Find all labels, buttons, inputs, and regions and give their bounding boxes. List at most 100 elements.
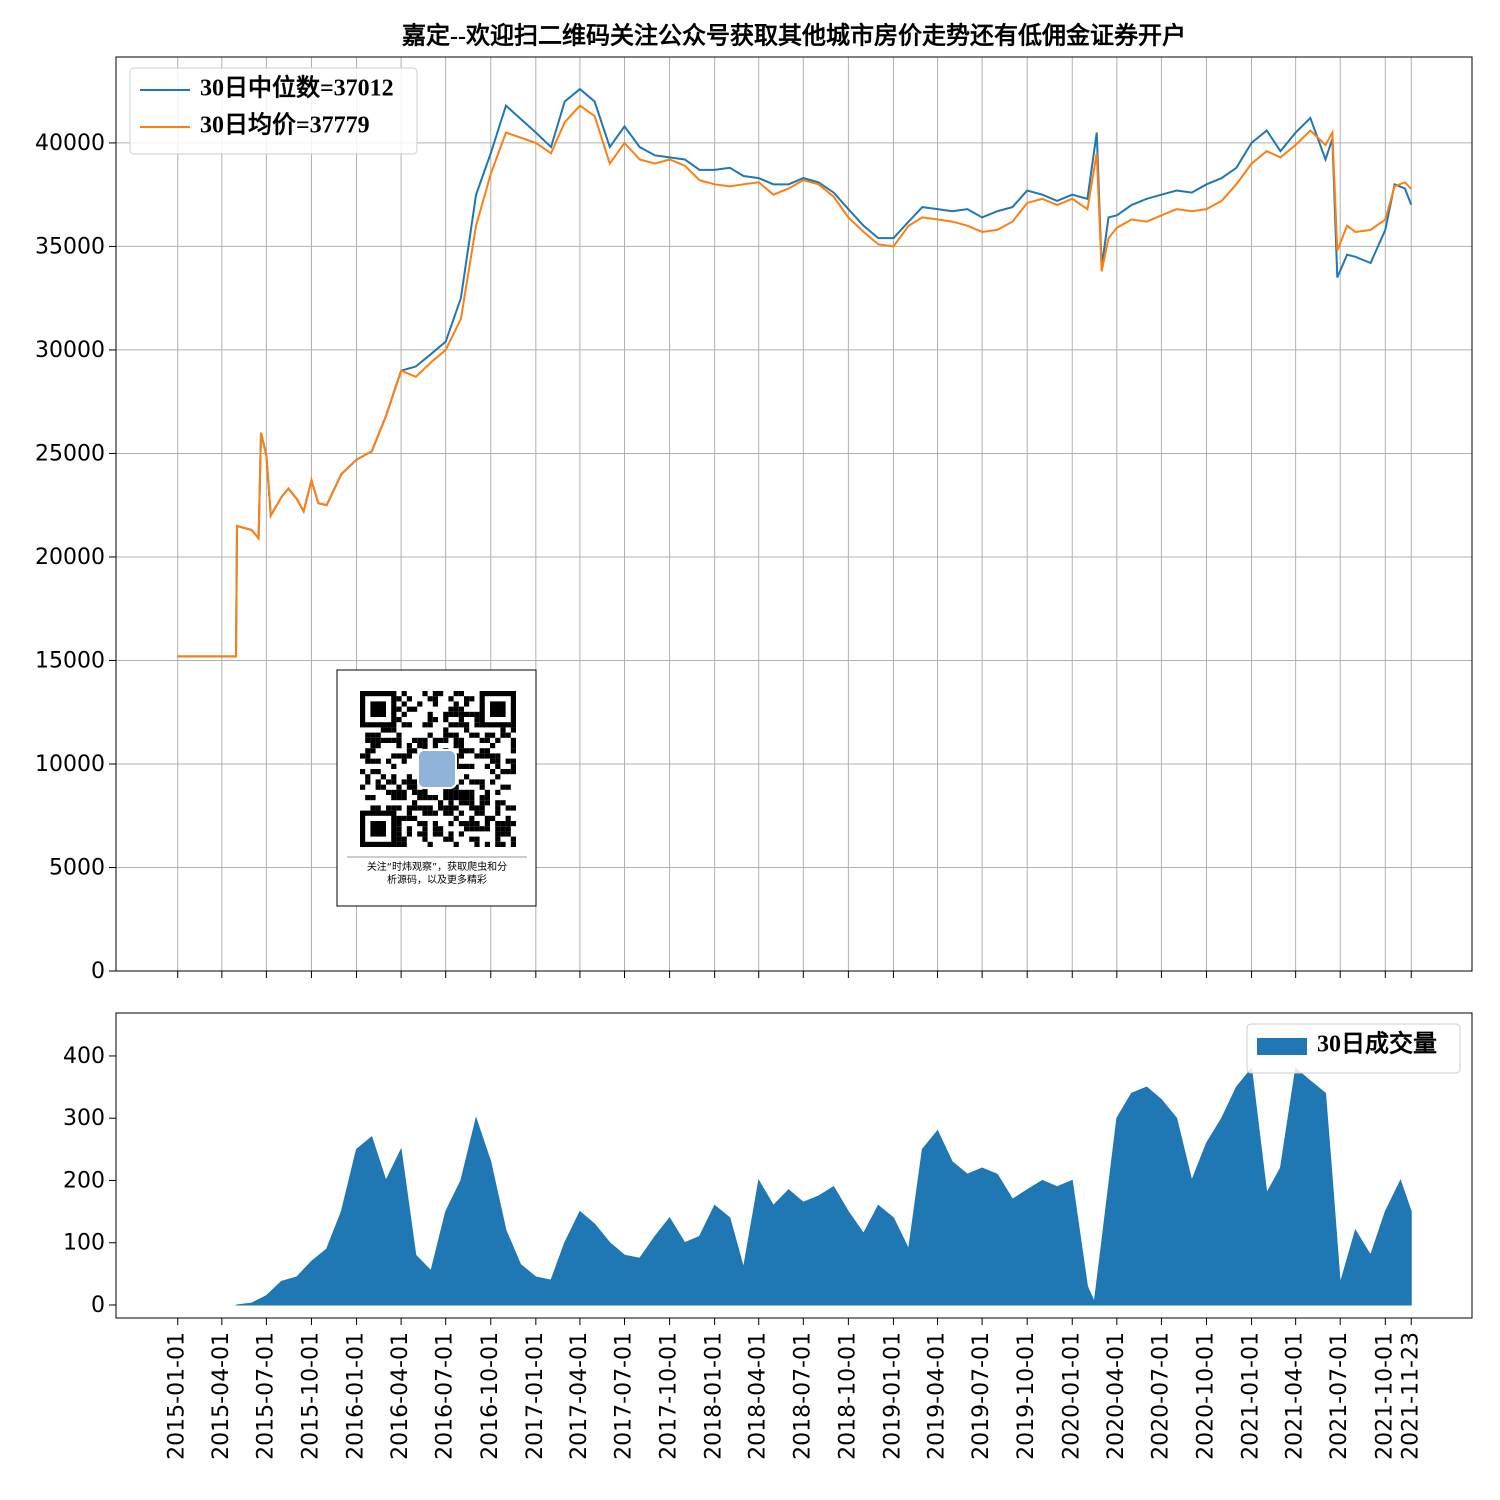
qr-module (453, 737, 459, 743)
qr-module (453, 784, 459, 790)
qr-module (396, 706, 402, 712)
qr-module (474, 841, 480, 847)
x-tick-label: 2020-04-01 (1104, 1332, 1129, 1460)
qr-module (464, 763, 470, 769)
qr-module (422, 691, 428, 697)
qr-module (375, 769, 381, 775)
qr-module (391, 753, 397, 759)
qr-module (495, 737, 501, 743)
qr-module (375, 779, 381, 785)
qr-module (464, 789, 470, 795)
y-tick-label: 10000 (35, 752, 105, 777)
qr-module (412, 784, 418, 790)
qr-module (365, 737, 371, 743)
qr-module (365, 779, 371, 785)
qr-module (406, 810, 412, 816)
legend-box (1246, 1023, 1461, 1074)
qr-module (396, 841, 402, 847)
qr-module (505, 732, 511, 738)
qr-module (479, 826, 485, 832)
qr-module (375, 805, 381, 811)
qr-module (510, 769, 516, 775)
qr-module (500, 841, 506, 847)
qr-module (448, 821, 454, 827)
qr-module (401, 722, 407, 728)
qr-module (510, 727, 516, 733)
qr-module (458, 795, 464, 801)
qr-module (448, 805, 454, 811)
qr-module (510, 758, 516, 764)
qr-module (370, 732, 376, 738)
qr-module (360, 784, 366, 790)
qr-module (412, 748, 418, 754)
x-tick-label: 2021-01-01 (1239, 1332, 1264, 1460)
qr-module (453, 701, 459, 707)
qr-module (417, 789, 423, 795)
qr-module (505, 769, 511, 775)
x-tick-label: 2019-07-01 (969, 1332, 994, 1460)
qr-module (469, 696, 475, 702)
qr-module (406, 743, 412, 749)
qr-module (427, 717, 433, 723)
qr-module (464, 711, 470, 717)
qr-module (422, 831, 428, 837)
qr-module (453, 743, 459, 749)
qr-module (469, 800, 475, 806)
qr-module (417, 737, 423, 743)
qr-module (422, 810, 428, 816)
qr-module (458, 789, 464, 795)
qr-module (495, 831, 501, 837)
qr-module (427, 805, 433, 811)
qr-module (365, 753, 371, 759)
qr-module (458, 831, 464, 837)
qr-module (490, 732, 496, 738)
qr-module (484, 737, 490, 743)
qr-module (443, 717, 449, 723)
qr-module (500, 831, 506, 837)
qr-module (396, 753, 402, 759)
qr-module (370, 748, 376, 754)
qr-module (417, 743, 423, 749)
x-tick-label: 2018-04-01 (746, 1332, 771, 1460)
qr-module (458, 821, 464, 827)
qr-module (391, 789, 397, 795)
x-tick-label: 2020-07-01 (1148, 1332, 1173, 1460)
qr-module (375, 784, 381, 790)
x-tick-label: 2018-01-01 (702, 1332, 727, 1460)
qr-module (469, 805, 475, 811)
qr-module (422, 805, 428, 811)
qr-module (448, 696, 454, 702)
x-tick-label: 2019-01-01 (880, 1332, 905, 1460)
qr-module (474, 810, 480, 816)
qr-module (490, 769, 496, 775)
qr-module (443, 789, 449, 795)
qr-module (448, 831, 454, 837)
qr-module (500, 784, 506, 790)
qr-module (396, 821, 402, 827)
line (177, 104, 1412, 658)
x-tick-label: 2020-10-01 (1193, 1332, 1218, 1460)
qr-module (412, 789, 418, 795)
qr-module (464, 727, 470, 733)
qr-module (417, 795, 423, 801)
qr-module (422, 836, 428, 842)
qr-module (365, 732, 371, 738)
qr-module (406, 831, 412, 837)
qr-module (443, 795, 449, 801)
qr-module (479, 810, 485, 816)
qr-module (396, 784, 402, 790)
plot-frame (115, 56, 1473, 972)
line (177, 87, 1413, 658)
qr-module (474, 732, 480, 738)
qr-module (375, 743, 381, 749)
x-tick-label: 2015-01-01 (165, 1332, 190, 1460)
qr-module (427, 732, 433, 738)
x-tick-label: 2017-01-01 (523, 1332, 548, 1460)
qr-module (479, 795, 485, 801)
qr-module (453, 706, 459, 712)
qr-module (458, 810, 464, 816)
qr-module (469, 748, 475, 754)
qr-module (401, 691, 407, 697)
qr-module (396, 789, 402, 795)
qr-module (484, 841, 490, 847)
